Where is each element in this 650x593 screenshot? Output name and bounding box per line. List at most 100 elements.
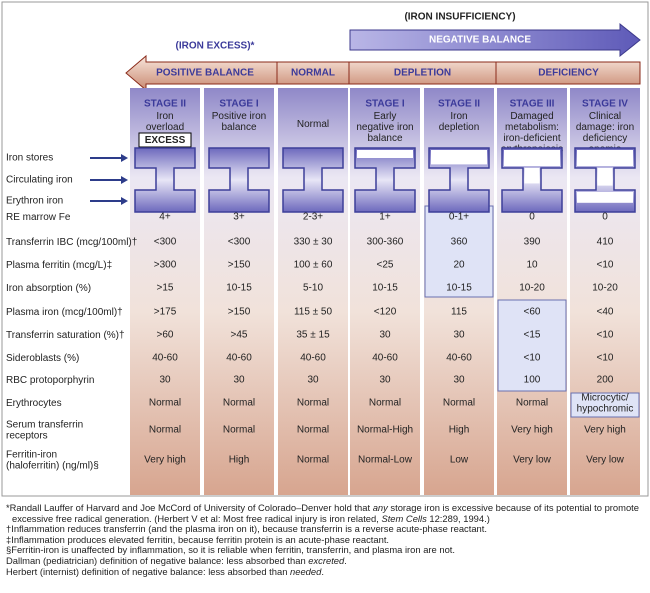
cell: 30 — [379, 375, 391, 386]
row-label: RE marrow Fe — [6, 212, 71, 223]
cell-line: hypochromic — [577, 403, 634, 414]
stage-desc: Normal — [297, 119, 329, 130]
cell: High — [449, 425, 470, 436]
stage-desc-line: Normal — [297, 119, 329, 130]
stage-desc-line: balance — [221, 122, 256, 133]
cell: <10 — [524, 353, 541, 364]
stage-desc-line: damage: iron — [576, 122, 634, 133]
cell: 115 — [451, 307, 467, 318]
cell: 10-20 — [519, 283, 545, 294]
cell: Very low — [586, 455, 625, 466]
row-label-line: RBC protoporphyrin — [6, 375, 94, 386]
icon-arrowhead — [121, 176, 128, 184]
cell: 40-60 — [300, 353, 326, 364]
cell: 40-60 — [152, 353, 178, 364]
iron-icon — [354, 147, 416, 213]
phase-arrow — [125, 54, 641, 92]
highlight-box — [424, 205, 494, 298]
footnote-part: Dallman (pediatrician) definition of neg… — [6, 554, 309, 566]
row-label: Iron absorption (%) — [6, 283, 91, 294]
cell: >175 — [154, 307, 177, 318]
cell: <15 — [524, 330, 541, 341]
row-label-line: (haloferritin) (ng/ml)§ — [6, 460, 99, 471]
ibeam-empty — [357, 150, 413, 158]
footnote-part: ‡Inflammation produces elevated ferritin… — [6, 533, 390, 545]
cell: <10 — [597, 330, 614, 341]
cell: 30 — [159, 375, 171, 386]
stage-desc-line: Iron — [156, 111, 173, 122]
ibeam-empty — [504, 150, 560, 166]
stage-desc: Iron depletion — [439, 111, 480, 133]
footnote-part: †Inflammation reduces transferrin (and t… — [6, 523, 487, 535]
cell: 0-1+ — [449, 212, 469, 223]
cell: Normal — [223, 425, 255, 436]
tag-box — [138, 132, 192, 148]
cell: 0 — [602, 212, 608, 223]
row-label: Erythrocytes — [6, 398, 62, 409]
cell: 300-360 — [367, 237, 404, 248]
footnote-part: §Ferritin-iron is unaffected by inflamma… — [6, 544, 455, 556]
cell: 0 — [529, 212, 535, 223]
stage-desc: Early negative iron balance — [356, 111, 413, 144]
stage-label: STAGE III — [510, 99, 555, 110]
iron-icon — [428, 147, 490, 213]
footnote: Dallman (pediatrician) definition of neg… — [6, 554, 646, 567]
stage-label: STAGE II — [438, 99, 480, 110]
row-label-line: Transferrin saturation (%)† — [6, 330, 125, 341]
stage-label: STAGE IV — [582, 99, 628, 110]
ibeam-empty — [431, 150, 487, 165]
stage-label: STAGE I — [365, 99, 404, 110]
ibeam-empty — [577, 150, 633, 166]
footnote-part: . — [344, 554, 347, 566]
row-label: Transferrin IBC (mcg/100ml)† — [6, 237, 137, 248]
cell: Very high — [584, 425, 626, 436]
cell: >15 — [157, 283, 174, 294]
stage-label: STAGE II — [144, 99, 186, 110]
row-label-line: Plasma iron (mcg/100ml)† — [6, 307, 123, 318]
footnote: Herbert (internist) definition of negati… — [6, 566, 646, 578]
cell: 10-20 — [592, 283, 618, 294]
row-label: Plasma ferritin (mcg/L)‡ — [6, 260, 112, 271]
cell: Normal — [369, 398, 401, 409]
cell: <10 — [597, 260, 614, 271]
cell: Normal-Low — [358, 455, 413, 466]
cell: 410 — [597, 237, 614, 248]
icon-label: Iron stores — [6, 153, 53, 164]
cell: 30 — [379, 330, 391, 341]
stage-desc: Positive iron balance — [212, 111, 266, 133]
phase-label: NORMAL — [291, 68, 335, 79]
cell: 30 — [233, 375, 245, 386]
cell: 40-60 — [226, 353, 252, 364]
cell: 10-15 — [226, 283, 252, 294]
iron-icon — [134, 147, 196, 213]
cell: Normal — [297, 425, 329, 436]
cell: 100 — [524, 375, 541, 386]
cell: 4+ — [159, 212, 171, 223]
cell: High — [229, 455, 250, 466]
row-label-line: Sideroblasts (%) — [6, 353, 79, 364]
excess-label: (IRON EXCESS)* — [176, 41, 255, 52]
cell: 30 — [453, 330, 465, 341]
cell: 3+ — [233, 212, 245, 223]
cell: 360 — [451, 237, 468, 248]
cell: >60 — [157, 330, 174, 341]
footnote: *Randall Lauffer of Harvard and Joe McCo… — [6, 502, 646, 524]
phase-label: DEPLETION — [394, 68, 451, 79]
cell: 40-60 — [372, 353, 398, 364]
cell-line: Microcytic/ — [581, 392, 628, 403]
cell: <60 — [524, 307, 541, 318]
icon-arrowhead — [121, 197, 128, 205]
row-label: Serum transferrin receptors — [6, 419, 83, 441]
cell: <40 — [597, 307, 614, 318]
cell: 330 ± 30 — [294, 237, 333, 248]
phase-label: POSITIVE BALANCE — [156, 68, 254, 79]
tag-label: EXCESS — [145, 135, 186, 146]
ibeam — [134, 147, 196, 213]
cell: <25 — [377, 260, 394, 271]
cell: <300 — [228, 237, 251, 248]
stage-desc-line: negative iron — [356, 122, 413, 133]
cell: Very low — [513, 455, 552, 466]
cell: Normal — [516, 398, 548, 409]
cell: <10 — [597, 353, 614, 364]
